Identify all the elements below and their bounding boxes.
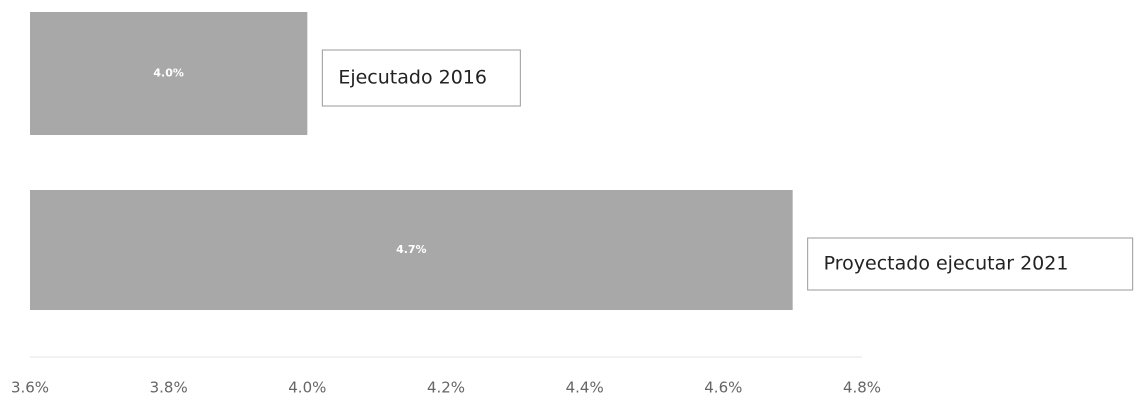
x-tick-label: 4.4% — [566, 379, 604, 397]
category-box — [807, 237, 1134, 291]
category-label: Proyectado ejecutar 2021 — [824, 253, 1069, 275]
x-tick-label: 4.6% — [704, 379, 742, 397]
value-label: 4.7% — [396, 243, 427, 256]
bar — [30, 190, 793, 310]
x-tick-label: 3.6% — [11, 379, 49, 397]
x-tick-label: 4.8% — [843, 379, 881, 397]
x-tick-label: 3.8% — [150, 379, 188, 397]
x-tick-label: 4.0% — [288, 379, 326, 397]
bar — [30, 12, 308, 135]
value-label: 4.0% — [153, 67, 184, 80]
category-box — [321, 49, 521, 107]
category-label: Ejecutado 2016 — [338, 67, 487, 89]
x-tick-label: 4.2% — [427, 379, 465, 397]
